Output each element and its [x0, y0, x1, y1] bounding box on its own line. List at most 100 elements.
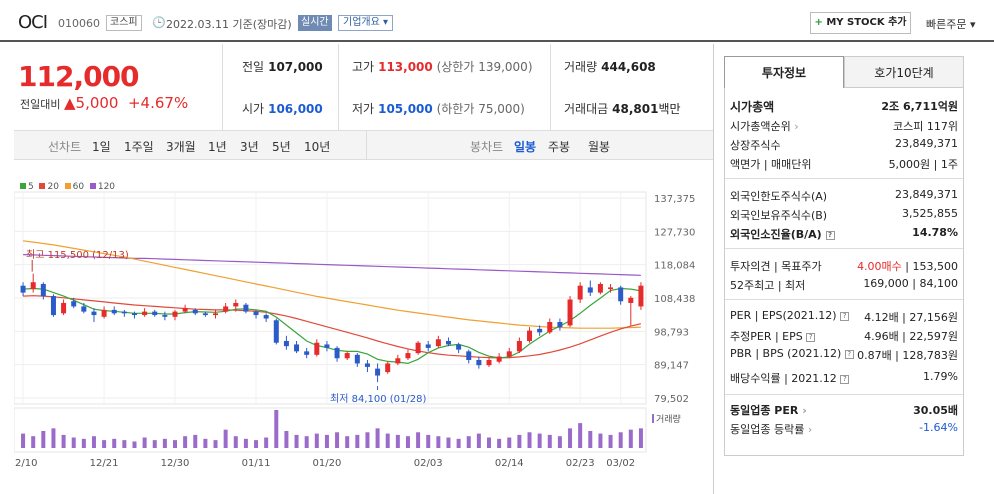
- volume-bar: [426, 434, 431, 448]
- company-overview-label: 기업개요: [343, 17, 380, 28]
- ma-legend-item: 20: [39, 182, 59, 192]
- period-5y[interactable]: 5년: [272, 140, 291, 154]
- help-icon[interactable]: ?: [806, 332, 816, 342]
- cap-rank-value: 코스피 117위: [893, 120, 958, 133]
- mystock-add-button[interactable]: + MY STOCK 추가: [810, 12, 911, 34]
- volume-value: 444,608: [601, 60, 656, 74]
- realtime-tag[interactable]: 실시간: [298, 15, 332, 31]
- volume-bar: [122, 440, 127, 448]
- ma20-line: [23, 295, 642, 359]
- company-overview-dropdown[interactable]: 기업개요 ▾: [338, 15, 394, 31]
- cap-rank-label-wrap[interactable]: 시가총액순위 ›: [730, 118, 799, 134]
- candle-body: [142, 311, 148, 316]
- price-chart[interactable]: 137,375 127,730 118,084 108,438 98,793 89,147…: [14, 190, 714, 490]
- candle-body: [587, 287, 593, 293]
- foreign-hold-label: 외국인보유주식수(B): [730, 209, 828, 222]
- period-1w[interactable]: 1주일: [124, 140, 154, 154]
- candle-body: [597, 283, 603, 293]
- candle-daily[interactable]: 일봉: [514, 140, 537, 154]
- upper-limit: (상한가 139,000): [436, 60, 533, 74]
- chevron-right-icon: ›: [798, 404, 807, 417]
- line-chart-label: 선차트: [48, 140, 82, 154]
- foreign-limit-label: 외국인한도주식수(A): [730, 190, 828, 203]
- volume-bar: [324, 434, 329, 448]
- per: PER | EPS(2021.12) ? 4.12배 | 27,156원: [730, 309, 958, 326]
- help-icon[interactable]: ?: [840, 311, 850, 321]
- candle-body: [547, 321, 553, 333]
- period-3m[interactable]: 3개월: [166, 140, 196, 154]
- candle-body: [567, 299, 573, 326]
- divider: [724, 248, 964, 249]
- candle-weekly[interactable]: 주봉: [548, 140, 571, 154]
- candle-body: [425, 344, 431, 348]
- ma120-line: [23, 254, 641, 276]
- low-label: 저가: [352, 102, 375, 116]
- foreign-limit-value: 23,849,371: [895, 188, 958, 201]
- volume-bar: [598, 433, 603, 448]
- candle-body: [354, 354, 360, 364]
- candle-body: [40, 283, 46, 297]
- volume-bar: [193, 434, 198, 448]
- volume-bar: [31, 436, 36, 448]
- divider: [724, 394, 964, 395]
- quick-order-link[interactable]: 빠른주문 ▾: [926, 16, 976, 32]
- candle-body: [405, 353, 411, 359]
- candle-body: [243, 304, 249, 312]
- candle-body: [111, 309, 117, 314]
- period-3y[interactable]: 3년: [240, 140, 259, 154]
- candle-chart-label: 봉차트: [470, 140, 504, 154]
- candle-body: [213, 313, 219, 316]
- candle-body: [30, 282, 36, 290]
- par-value: 액면가 | 매매단위 5,000원 | 1주: [730, 156, 958, 173]
- prev-close-value: 107,000: [268, 60, 323, 74]
- ma120-label: 120: [97, 182, 116, 192]
- trade-amount: 거래대금 48,801백만: [564, 100, 681, 117]
- sector-per-label-wrap[interactable]: 동일업종 PER ›: [730, 402, 807, 418]
- candle-monthly[interactable]: 월봉: [588, 140, 611, 154]
- ma5-label: 5: [28, 182, 34, 192]
- high-label: 고가: [352, 60, 375, 74]
- price-box: 112,000 전일대비 ▲5,000 +4.67%: [18, 60, 188, 112]
- candle-body: [152, 311, 158, 316]
- period-1y[interactable]: 1년: [208, 140, 227, 154]
- candle-body: [496, 356, 502, 362]
- help-icon[interactable]: ?: [825, 230, 835, 240]
- est-per: 추정PER | EPS ? 4.96배 | 22,597원: [730, 328, 958, 345]
- candle-body: [192, 309, 198, 314]
- candle-body: [415, 342, 421, 354]
- volume-bar: [112, 438, 117, 448]
- volume-bar: [183, 436, 188, 448]
- week52-value: 169,000 | 84,100: [863, 277, 958, 290]
- amount-value: 48,801: [612, 102, 659, 116]
- volume-bar: [335, 432, 340, 448]
- market-cap: 시가총액 2조 6,711억원: [730, 98, 958, 115]
- help-icon[interactable]: ?: [840, 374, 850, 384]
- volume-label: 거래량: [656, 413, 681, 425]
- x-tick-label: 12/10: [14, 458, 37, 469]
- volume-bar: [527, 432, 532, 448]
- candle-body: [638, 285, 644, 307]
- tab-orderbook[interactable]: 호가10단계: [844, 56, 964, 88]
- change-label: 전일대비: [20, 98, 61, 111]
- sector-chg-label-wrap[interactable]: 동일업종 등락률 ›: [730, 421, 812, 437]
- volume-bar: [456, 438, 461, 448]
- divider: [550, 44, 551, 130]
- high-price: 고가 113,000 (상한가 139,000): [352, 58, 533, 75]
- help-icon[interactable]: ?: [844, 349, 854, 359]
- div-label: 배당수익률 | 2021.12: [730, 372, 837, 385]
- sector-chg-label: 동일업종 등락률: [730, 423, 805, 436]
- market-cap-value: 2조 6,711억원: [881, 100, 958, 113]
- stock-name: OCI: [18, 12, 48, 33]
- ma-legend-item: 60: [64, 182, 84, 192]
- est-per-label-wrap: 추정PER | EPS ?: [730, 328, 816, 344]
- volume-bar: [345, 436, 350, 448]
- chevron-right-icon: ›: [790, 120, 799, 133]
- tab-invest-info[interactable]: 투자정보: [724, 56, 844, 88]
- volume-bar: [568, 428, 573, 448]
- per-label: PER | EPS(2021.12): [730, 309, 837, 322]
- low-annotation: 최저 84,100 (01/28): [330, 393, 426, 405]
- period-1d[interactable]: 1일: [92, 140, 111, 154]
- candle-body: [273, 320, 279, 343]
- market-tag: 코스피: [106, 15, 142, 31]
- period-10y[interactable]: 10년: [304, 140, 331, 154]
